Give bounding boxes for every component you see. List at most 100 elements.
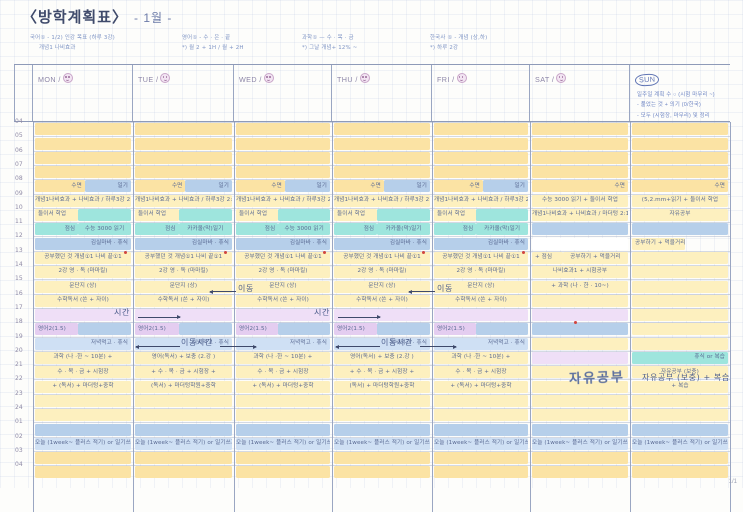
rest-or-review-block[interactable]: 휴식 or 복습 — [632, 352, 728, 365]
math-reading-block[interactable]: 수학독서 (쓴 + 자이) — [135, 294, 232, 307]
sleep-label-block[interactable]: 수면 — [334, 180, 384, 193]
sleep-block[interactable] — [35, 466, 131, 479]
math-reading-block[interactable]: 수학독서 (쓴 + 자이) — [434, 294, 528, 307]
evening-subject-block[interactable]: 영어(독서) + 보충 (2.강 ) — [334, 352, 430, 365]
break-block[interactable]: 김실마바 · 휴식 — [236, 237, 330, 250]
free-study-block[interactable] — [532, 366, 628, 379]
header-day-sun[interactable]: SUN 일주일 계획 수 ○ (시험 마무리 ~) - 풀었는 것 + 의기 (… — [630, 65, 730, 121]
filler-block[interactable] — [236, 394, 330, 407]
sleep-block[interactable] — [334, 452, 430, 465]
study-note-block[interactable]: 공부하기 + 먹을거리 — [632, 237, 685, 250]
sleep-block[interactable] — [236, 137, 330, 150]
english-block[interactable]: 영어2(1.5) — [434, 323, 477, 336]
free-study-block[interactable] — [532, 380, 628, 393]
study-block[interactable]: 둘이서 학업 — [135, 209, 179, 222]
header-day-sat[interactable]: SAT / — [530, 65, 630, 121]
rest-block[interactable] — [532, 223, 628, 236]
evening-subject-block[interactable]: + 수 · 목 · 금 + 시험장 + — [135, 366, 232, 379]
evening-subject-block[interactable]: (독서) + 마더텅학원+중학 — [334, 380, 430, 393]
lunch-activity-block[interactable]: 카카올(막)일기 — [377, 223, 430, 236]
night-break-block[interactable] — [135, 423, 232, 436]
empty-block[interactable] — [532, 237, 628, 250]
night-break-block[interactable] — [632, 423, 728, 436]
free-study-block[interactable] — [632, 280, 728, 293]
sleep-block[interactable] — [632, 166, 728, 179]
morning-plan-block[interactable]: 개념1나비효과 + 나비효과 / 하루3강 2:1 + — [35, 194, 131, 207]
sleep-block[interactable] — [532, 466, 628, 479]
rest-purple-block[interactable] — [334, 309, 430, 322]
rest-purple-block[interactable] — [434, 309, 528, 322]
dinner-block[interactable]: 저녁먹고 · 휴식 — [236, 337, 330, 350]
sleep-block[interactable] — [434, 166, 528, 179]
header-day-wed[interactable]: WED / — [234, 65, 332, 121]
afternoon-study-block[interactable]: 문단지 (상) — [236, 280, 330, 293]
sleep-block[interactable] — [135, 466, 232, 479]
sleep-label-block[interactable]: 수면 — [35, 180, 85, 193]
lunch-block[interactable]: 점심 — [334, 223, 378, 236]
sleep-block[interactable] — [434, 452, 528, 465]
sleep-label-block[interactable]: 수면 — [632, 180, 728, 193]
morning-plan-block[interactable]: (5,2.mm+읽기 + 둘이서 학업 — [632, 194, 728, 207]
study-note-block[interactable]: 공부하기 + 먹을거리 — [562, 251, 628, 264]
afternoon-study-block[interactable]: 공부했던 것 개념①1 나비 끝①1 — [334, 251, 430, 264]
free-study-block[interactable] — [632, 251, 728, 264]
rest-block[interactable] — [377, 209, 430, 222]
lunch-block[interactable]: + 점심 — [532, 251, 563, 264]
free-study-block[interactable]: + 복습 — [632, 380, 728, 393]
afternoon-study-block[interactable]: 2강 영 · 독 (마마킬) — [35, 266, 131, 279]
rest-block[interactable] — [476, 209, 528, 222]
afternoon-study-block[interactable]: 공부했던 것 개념①1 나비 끝①1 — [35, 251, 131, 264]
afternoon-study-block[interactable]: 공부했던 것 개념①1 나비 끝①1 — [135, 251, 232, 264]
header-day-fri[interactable]: FRI / — [432, 65, 530, 121]
free-study-block[interactable] — [632, 294, 728, 307]
sleep-block[interactable] — [236, 151, 330, 164]
math-reading-block[interactable]: 수학독서 (쓴 + 자이) — [334, 294, 430, 307]
rest-purple-block[interactable] — [532, 352, 628, 365]
lunch-activity-block[interactable]: 카카올(막)일기 — [178, 223, 232, 236]
sleep-block[interactable] — [35, 137, 131, 150]
rest-block[interactable] — [178, 209, 232, 222]
night-break-block[interactable] — [532, 423, 628, 436]
sleep-label-block[interactable]: 수면 — [135, 180, 186, 193]
study-block[interactable]: 나비효과1 + 시험공부 — [532, 266, 628, 279]
break-block[interactable]: 김실마바 · 휴식 — [334, 237, 430, 250]
night-break-block[interactable] — [334, 423, 430, 436]
afternoon-study-block[interactable]: 문단지 (상) — [35, 280, 131, 293]
header-day-mon[interactable]: MON / — [33, 65, 133, 121]
sleep-block[interactable] — [334, 166, 430, 179]
sleep-block[interactable] — [632, 137, 728, 150]
night-note-block[interactable]: 오늘 (1week~ 플러스 적기) or 일기쓰기 — [632, 437, 728, 450]
english-block[interactable]: 영어2(1.5) — [135, 323, 179, 336]
sleep-block[interactable] — [632, 466, 728, 479]
lunch-block[interactable]: 점심 — [35, 223, 79, 236]
free-study-block[interactable] — [632, 309, 728, 322]
break-block[interactable] — [476, 323, 528, 336]
sleep-block[interactable] — [334, 151, 430, 164]
sleep-block[interactable] — [236, 166, 330, 179]
sleep-block[interactable] — [35, 151, 131, 164]
evening-subject-block[interactable]: 과학 (나 ·한 ~ 10분) + — [236, 352, 330, 365]
free-study-block[interactable] — [632, 323, 728, 336]
sleep-block[interactable] — [135, 166, 232, 179]
lunch-block[interactable]: 점심 — [135, 223, 179, 236]
evening-subject-block[interactable]: 수 · 목 · 금 + 시험장 — [434, 366, 528, 379]
sleep-block[interactable] — [532, 123, 628, 136]
filler-block[interactable] — [135, 394, 232, 407]
sleep-block[interactable] — [532, 452, 628, 465]
math-reading-block[interactable]: 수학독서 (쓴 + 자이) — [236, 294, 330, 307]
break-block[interactable] — [377, 323, 430, 336]
study-block[interactable]: 둘이서 학업 — [434, 209, 477, 222]
evening-subject-block[interactable]: + 수 · 목 · 금 + 시험장 + — [334, 366, 430, 379]
sleep-block[interactable] — [434, 466, 528, 479]
evening-subject-block[interactable]: 수 · 목 · 금 + 시험장 — [236, 366, 330, 379]
study-block[interactable]: 개념1나비효과 + 나비효과 / 마더텅 2:1 — [532, 209, 628, 222]
rest-block[interactable] — [278, 209, 330, 222]
rest-purple-block[interactable] — [532, 309, 628, 322]
rest-purple-block[interactable] — [135, 309, 232, 322]
night-break-block[interactable] — [236, 423, 330, 436]
sleep-label-block[interactable]: 수면 — [532, 180, 628, 193]
break-block[interactable] — [278, 323, 330, 336]
afternoon-study-block[interactable]: 2강 영 · 독 (마마킬) — [236, 266, 330, 279]
dinner-block[interactable]: 저녁먹고 · 휴식 — [35, 337, 131, 350]
diary-block[interactable]: 일기 — [185, 180, 232, 193]
